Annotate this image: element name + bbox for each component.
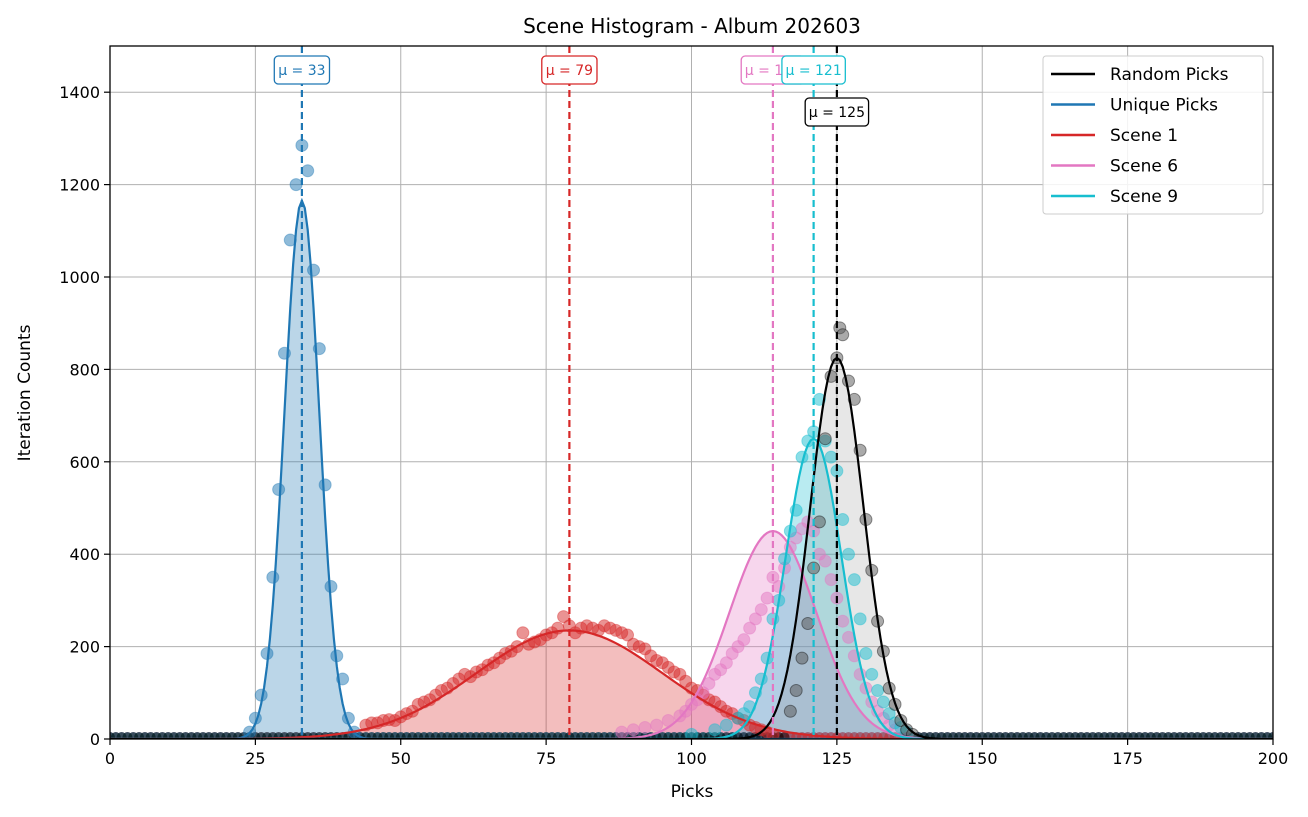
data-point: [859, 647, 873, 661]
data-point: [772, 580, 786, 594]
data-point: [638, 720, 652, 734]
mean-label-box: [804, 97, 870, 127]
legend-label: Scene 1: [1110, 126, 1178, 146]
data-point: [853, 612, 867, 626]
data-point: [557, 610, 571, 624]
mean-label: μ = 121: [785, 63, 841, 79]
data-point: [865, 667, 879, 681]
data-point: [626, 723, 640, 737]
data-point: [847, 392, 861, 406]
data-point: [760, 591, 774, 605]
series-line: [110, 629, 1273, 739]
x-tick-label: 50: [391, 749, 411, 768]
legend-label: Scene 9: [1110, 187, 1178, 207]
data-point: [621, 628, 635, 642]
mean-label-box: [541, 55, 598, 85]
data-point: [685, 727, 698, 739]
y-axis-label: Iteration Counts: [15, 324, 35, 461]
data-point: [754, 603, 768, 617]
legend-box: [1042, 55, 1264, 215]
data-point: [301, 164, 315, 178]
data-point: [1268, 732, 1273, 739]
y-tick-label: 1200: [59, 176, 100, 195]
data-point: [882, 707, 896, 721]
data-point: [748, 612, 762, 626]
data-point: [801, 617, 815, 630]
data-point: [795, 651, 809, 665]
y-tick-label: 1400: [59, 83, 100, 102]
x-tick-label: 25: [245, 749, 265, 768]
data-point: [842, 630, 856, 644]
data-point: [307, 263, 321, 277]
data-point: [318, 478, 332, 492]
data-point: [779, 732, 790, 739]
x-tick-label: 0: [105, 749, 115, 768]
y-tick-label: 400: [69, 545, 100, 564]
data-point: [708, 723, 722, 737]
data-point: [818, 554, 832, 568]
chart-title: Scene Histogram - Album 202603: [523, 14, 861, 38]
mean-label: μ = 79: [546, 63, 593, 79]
data-point: [824, 573, 838, 587]
data-point: [272, 483, 286, 497]
x-axis-label: Picks: [671, 782, 714, 802]
x-tick-label: 75: [536, 749, 556, 768]
y-tick-label: 0: [90, 730, 100, 749]
mean-label: μ = 125: [809, 105, 865, 121]
data-point: [737, 633, 751, 647]
series-area: [110, 630, 1273, 739]
data-point: [836, 614, 850, 628]
mean-label: μ = 33: [278, 63, 325, 79]
x-tick-label: 125: [822, 749, 853, 768]
data-point: [783, 704, 797, 718]
data-point: [650, 718, 664, 732]
data-point: [615, 725, 629, 739]
data-point: [871, 683, 885, 697]
data-point: [812, 515, 826, 529]
data-point: [789, 683, 803, 697]
data-point: [836, 328, 850, 342]
y-tick-label: 600: [69, 453, 100, 472]
data-point: [818, 432, 832, 446]
y-tick-label: 1000: [59, 268, 100, 287]
legend-label: Scene 6: [1110, 157, 1178, 177]
x-tick-label: 200: [1258, 749, 1289, 768]
data-point: [289, 178, 303, 192]
legend-label: Random Picks: [1110, 65, 1229, 85]
series-line: [110, 529, 1273, 739]
data-point: [824, 450, 838, 464]
legend-label: Unique Picks: [1110, 96, 1218, 116]
data-point: [836, 513, 850, 527]
data-point: [876, 695, 890, 709]
legend: Random Picks Unique Picks Scene 1 Scene 6 Sc…: [1042, 55, 1264, 215]
data-point: [719, 656, 733, 670]
data-point: [842, 547, 856, 561]
x-tick-label: 100: [676, 749, 707, 768]
y-tick-label: 200: [69, 638, 100, 657]
mean-label-box: [781, 55, 846, 85]
data-point: [847, 573, 861, 587]
x-tick-label: 175: [1112, 749, 1143, 768]
y-tick-label: 800: [69, 360, 100, 379]
series-line: [110, 197, 1273, 739]
data-point: [516, 626, 530, 640]
data-point: [719, 718, 733, 732]
data-point: [266, 570, 280, 584]
x-tick-label: 150: [967, 749, 998, 768]
data-point: [743, 621, 757, 635]
mean-label-box: [273, 55, 331, 85]
